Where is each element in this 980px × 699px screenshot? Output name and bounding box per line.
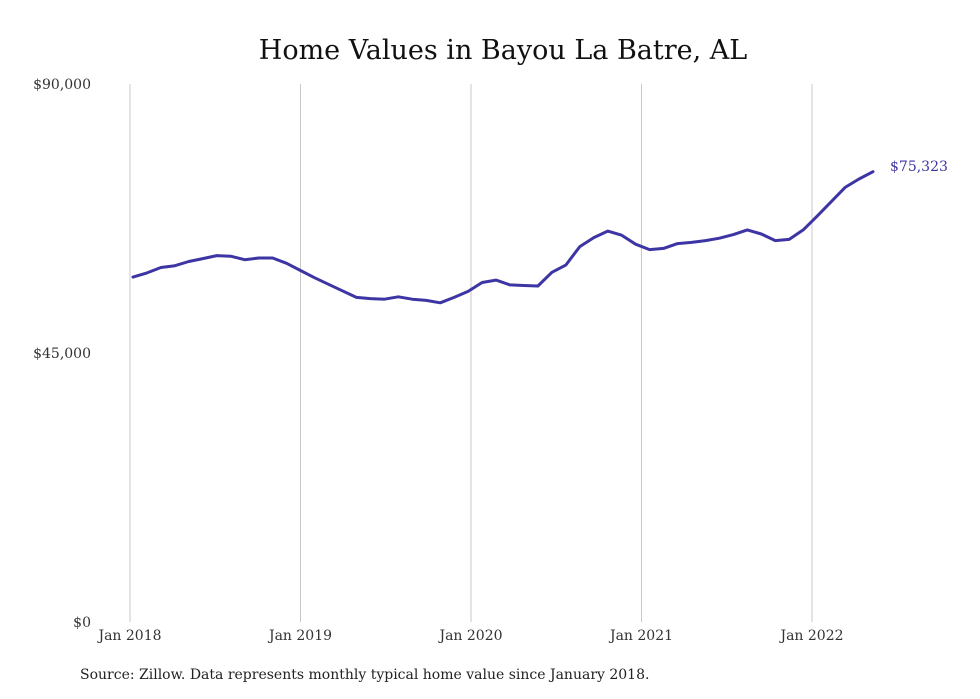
- x-tick-label: Jan 2020: [437, 628, 502, 644]
- y-tick-label: $45,000: [33, 346, 91, 362]
- x-tick-label: Jan 2021: [608, 628, 673, 644]
- vertical-gridlines: [129, 84, 813, 622]
- y-tick-label: $90,000: [33, 77, 91, 93]
- y-axis-tick-labels: $0 $45,000 $90,000: [33, 77, 91, 631]
- home-value-series-line: [131, 170, 875, 305]
- x-tick-label: Jan 2022: [778, 628, 843, 644]
- x-tick-label: Jan 2018: [96, 628, 161, 644]
- x-tick-label: Jan 2019: [267, 628, 332, 644]
- y-tick-label: $0: [73, 615, 91, 631]
- latest-value-label: $75,323: [890, 159, 948, 175]
- x-axis-tick-labels: Jan 2018 Jan 2019 Jan 2020 Jan 2021 Jan 2022: [96, 628, 843, 644]
- source-note: Source: Zillow. Data represents monthly …: [80, 667, 650, 683]
- chart-title: Home Values in Bayou La Batre, AL: [259, 35, 747, 66]
